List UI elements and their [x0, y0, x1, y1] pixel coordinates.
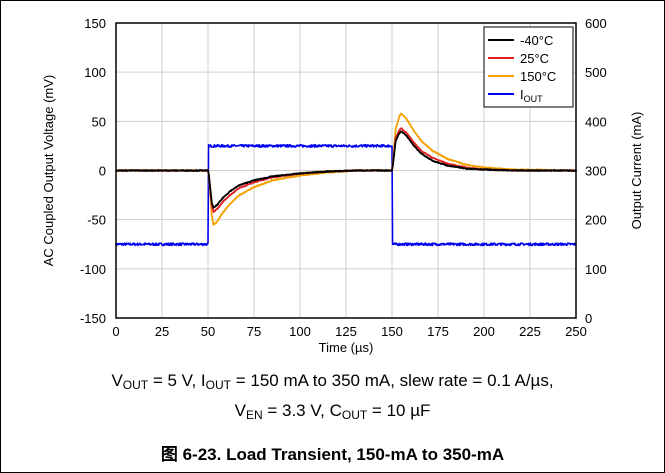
x-tick-label: 200: [473, 324, 495, 339]
series-line-40-c: [115, 130, 577, 209]
y-left-tick-label: 100: [84, 65, 106, 80]
y-right-tick-label: 500: [585, 65, 607, 80]
load-transient-chart: 0 25 50 75 100 125 150 175 200 225 250 150100500-5…: [41, 16, 644, 355]
ven-subscript: EN: [245, 408, 263, 422]
vout-subscript: OUT: [122, 378, 149, 392]
vout-value: = 5 V,: [148, 371, 201, 390]
x-tick-label: 0: [112, 324, 119, 339]
legend-entry: 25°C: [520, 51, 549, 66]
y-left-tick-label: -50: [87, 213, 106, 228]
y-left-tick-label: 0: [99, 164, 106, 179]
x-tick-label: 250: [565, 324, 587, 339]
x-tick-label: 50: [201, 324, 215, 339]
caption-conditions-line-1: VOUT = 5 V, IOUT = 150 mA to 350 mA, sle…: [1, 371, 664, 392]
caption-conditions-line-2: VEN = 3.3 V, COUT = 10 µF: [1, 401, 664, 422]
cout-subscript: OUT: [341, 408, 368, 422]
y-left-tick-labels: 150 100 50 0 -50 -100 -150: [80, 16, 106, 326]
y-right-tick-labels: 600 500 400 300 200 100 0: [585, 16, 607, 326]
iout-subscript: OUT: [205, 378, 231, 392]
x-axis-label: Time (µs): [319, 340, 374, 355]
plot-border: [115, 22, 577, 319]
x-tick-label: 225: [519, 324, 541, 339]
y-left-tick-label: -100: [80, 262, 106, 277]
y-left-tick-label: 50: [92, 114, 106, 129]
y-left-tick-label: 150: [84, 16, 106, 31]
x-tick-label: 75: [247, 324, 261, 339]
x-tick-label: 125: [335, 324, 357, 339]
x-tick-label: 100: [289, 324, 311, 339]
y-right-tick-label: 100: [585, 262, 607, 277]
y-right-tick-label: 300: [585, 164, 607, 179]
series-group: [115, 112, 577, 247]
y-right-tick-label: 600: [585, 16, 607, 31]
y-right-tick-label: 200: [585, 213, 607, 228]
vout-symbol: V: [111, 371, 123, 390]
series-line-iout: [115, 143, 577, 247]
x-tick-labels: 0 25 50 75 100 125 150 175 200 225 250: [112, 324, 586, 339]
y-left-tick-label: -150: [80, 311, 106, 326]
x-tick-label: 25: [155, 324, 169, 339]
ven-symbol: V: [234, 401, 246, 420]
ven-value: = 3.3 V,: [262, 401, 330, 420]
y-right-tick-label: 0: [585, 311, 592, 326]
cout-symbol: C: [329, 401, 342, 420]
cout-value: = 10 µF: [367, 401, 431, 420]
legend-entry: -40°C: [520, 33, 553, 48]
x-tick-label: 175: [427, 324, 449, 339]
iout-rest: = 150 mA to 350 mA, slew rate = 0.1 A/µs…: [230, 371, 554, 390]
figure-caption: 图 6-23. Load Transient, 150-mA to 350-mA: [160, 445, 505, 464]
y-left-axis-label: AC Coupled Output Voltage (mV): [41, 75, 56, 267]
x-tick-label: 150: [381, 324, 403, 339]
y-right-axis-label: Output Current (mA): [629, 112, 644, 230]
iout-symbol: I: [200, 371, 206, 390]
legend-entry: 150°C: [520, 69, 556, 84]
y-right-tick-label: 400: [585, 114, 607, 129]
